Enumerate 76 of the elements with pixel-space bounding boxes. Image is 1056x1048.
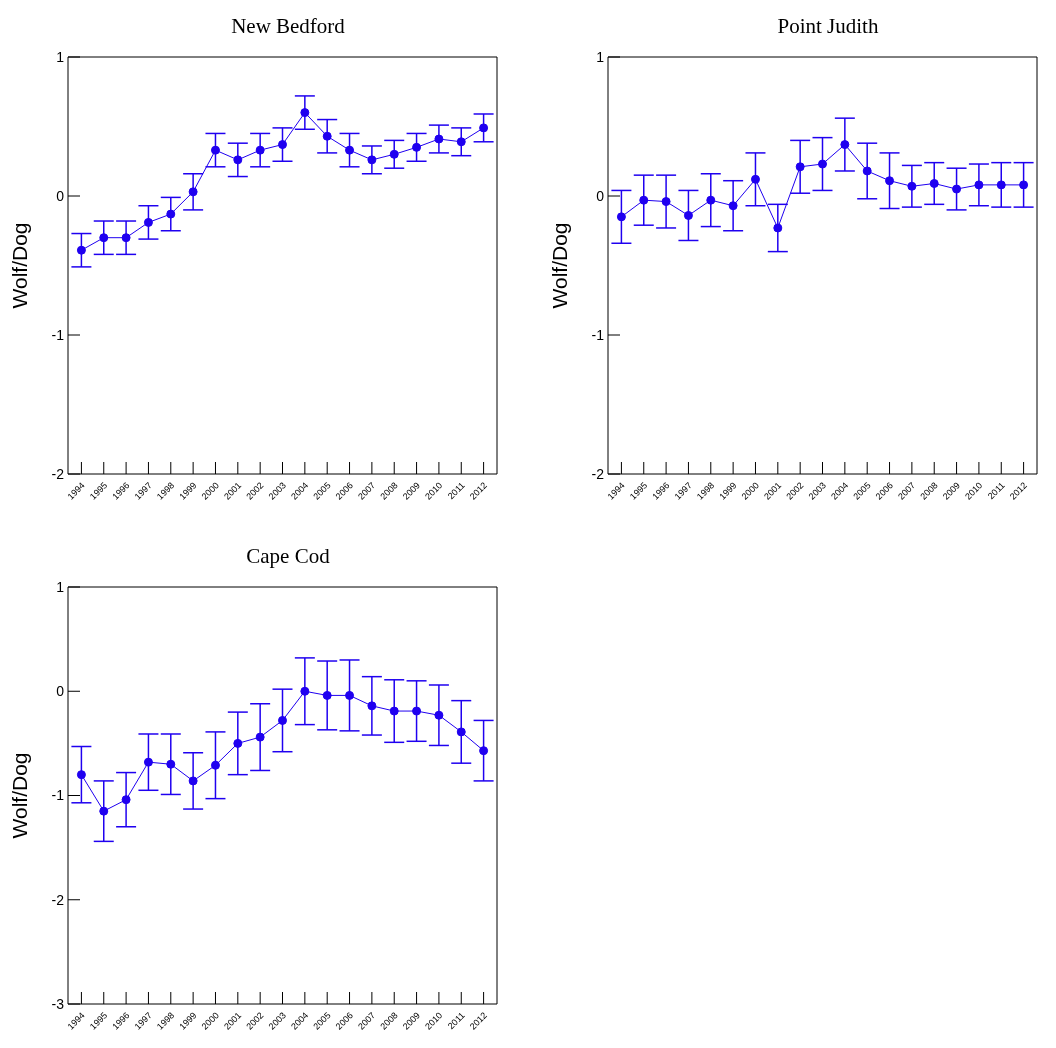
- y-tick-label: 0: [596, 187, 605, 204]
- point: [143, 757, 153, 767]
- y-tick-label: 1: [56, 48, 65, 65]
- point: [143, 217, 153, 227]
- point: [121, 795, 131, 805]
- point: [456, 727, 466, 737]
- point: [300, 686, 310, 696]
- point: [255, 145, 265, 155]
- point: [929, 178, 939, 188]
- point: [99, 233, 109, 243]
- point: [76, 770, 86, 780]
- point: [434, 710, 444, 720]
- y-tick-label: -1: [51, 787, 65, 804]
- y-tick-label: 0: [56, 187, 65, 204]
- point: [367, 155, 377, 165]
- point: [1019, 180, 1029, 190]
- point: [907, 181, 917, 191]
- point: [367, 701, 377, 711]
- point: [885, 176, 895, 186]
- point: [795, 162, 805, 172]
- point: [996, 180, 1006, 190]
- point: [706, 195, 716, 205]
- point: [862, 166, 872, 176]
- point: [121, 233, 131, 243]
- point: [166, 209, 176, 219]
- point: [188, 776, 198, 786]
- point: [750, 174, 760, 184]
- y-tick-label: -2: [51, 465, 65, 482]
- point: [412, 706, 422, 716]
- y-tick-label: -1: [591, 326, 605, 343]
- point: [683, 210, 693, 220]
- y-tick-label: -3: [51, 995, 65, 1012]
- y-tick-label: -2: [591, 465, 605, 482]
- point: [345, 145, 355, 155]
- point: [233, 155, 243, 165]
- chart-title: New Bedford: [230, 14, 346, 39]
- point: [412, 142, 422, 152]
- point: [434, 134, 444, 144]
- point: [661, 197, 671, 207]
- point: [166, 759, 176, 769]
- point: [345, 690, 355, 700]
- point: [322, 690, 332, 700]
- y-axis-title: Wolf/Dog: [548, 222, 572, 309]
- point: [255, 732, 265, 742]
- point: [639, 195, 649, 205]
- point: [278, 715, 287, 725]
- point: [952, 184, 962, 194]
- point: [389, 149, 399, 159]
- point: [210, 760, 220, 770]
- point: [300, 108, 310, 118]
- point: [188, 187, 198, 197]
- point: [322, 131, 332, 141]
- point: [616, 212, 626, 222]
- chart-title: Point Judith: [776, 14, 880, 39]
- y-axis-title: Wolf/Dog: [8, 752, 32, 839]
- point: [389, 706, 399, 716]
- point: [479, 123, 489, 133]
- point: [210, 145, 220, 155]
- point: [818, 159, 827, 169]
- y-tick-label: -2: [51, 891, 65, 908]
- chart-title: Cape Cod: [245, 544, 331, 569]
- y-tick-label: 1: [56, 578, 65, 595]
- point: [278, 140, 287, 150]
- y-tick-label: 1: [596, 48, 605, 65]
- point: [479, 746, 489, 756]
- point: [76, 245, 86, 255]
- point: [974, 180, 984, 190]
- point: [773, 223, 783, 233]
- y-tick-label: -1: [51, 326, 65, 343]
- point: [840, 140, 850, 150]
- point: [456, 137, 466, 147]
- point: [728, 201, 738, 211]
- y-tick-label: 0: [56, 683, 65, 700]
- point: [233, 738, 243, 748]
- point: [99, 806, 109, 816]
- y-axis-title: Wolf/Dog: [8, 222, 32, 309]
